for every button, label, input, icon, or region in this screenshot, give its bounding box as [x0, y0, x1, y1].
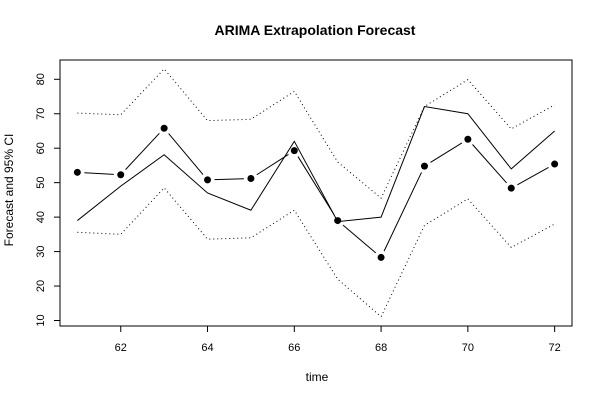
forecast-segment-9 [472, 144, 507, 184]
forecast-point-3 [204, 176, 212, 184]
forecast-point-5 [290, 147, 298, 155]
forecast-point-10 [507, 184, 515, 192]
forecast-point-1 [117, 171, 125, 179]
x-tick-label-5: 72 [549, 342, 561, 354]
plot-frame [59, 59, 573, 327]
forecast-segment-1 [125, 133, 160, 170]
y-tick-label-4: 50 [35, 177, 47, 189]
y-tick-label-3: 40 [35, 211, 47, 223]
forecast-segment-5 [297, 156, 335, 215]
x-tick-label-3: 68 [375, 342, 387, 354]
forecast-point-8 [420, 162, 428, 170]
y-tick-label-6: 70 [35, 108, 47, 120]
y-axis-label: Forecast and 95% CI [2, 134, 16, 247]
forecast-segment-10 [517, 167, 549, 186]
forecast-point-7 [377, 253, 385, 261]
forecast-point-11 [551, 160, 559, 168]
lower-dotted-line [77, 187, 555, 318]
x-tick-label-2: 66 [288, 342, 300, 354]
y-tick-label-5: 60 [35, 142, 47, 154]
y-tick-label-1: 20 [35, 280, 47, 292]
x-tick-label-1: 64 [201, 342, 213, 354]
y-tick-label-7: 80 [35, 73, 47, 85]
forecast-point-9 [464, 135, 472, 143]
forecast-segment-7 [383, 172, 422, 252]
forecast-point-0 [73, 168, 81, 176]
forecast-point-4 [247, 175, 255, 183]
forecast-point-2 [160, 124, 168, 132]
y-tick-label-2: 30 [35, 245, 47, 257]
y-tick-label-0: 10 [35, 314, 47, 326]
forecast-segment-8 [430, 142, 463, 163]
chart-title: ARIMA Extrapolation Forecast [215, 22, 416, 38]
forecast-segment-3 [214, 178, 244, 181]
forecast-segment-0 [84, 172, 114, 175]
forecast-segment-6 [342, 224, 377, 254]
x-tick-label-0: 62 [115, 342, 127, 354]
x-axis-label: time [306, 370, 329, 384]
upper-dotted-line [77, 68, 555, 199]
x-tick-label-4: 70 [462, 342, 474, 354]
forecast-segment-4 [256, 153, 289, 176]
forecast-segment-2 [168, 133, 204, 175]
solid-series-line [77, 105, 555, 223]
